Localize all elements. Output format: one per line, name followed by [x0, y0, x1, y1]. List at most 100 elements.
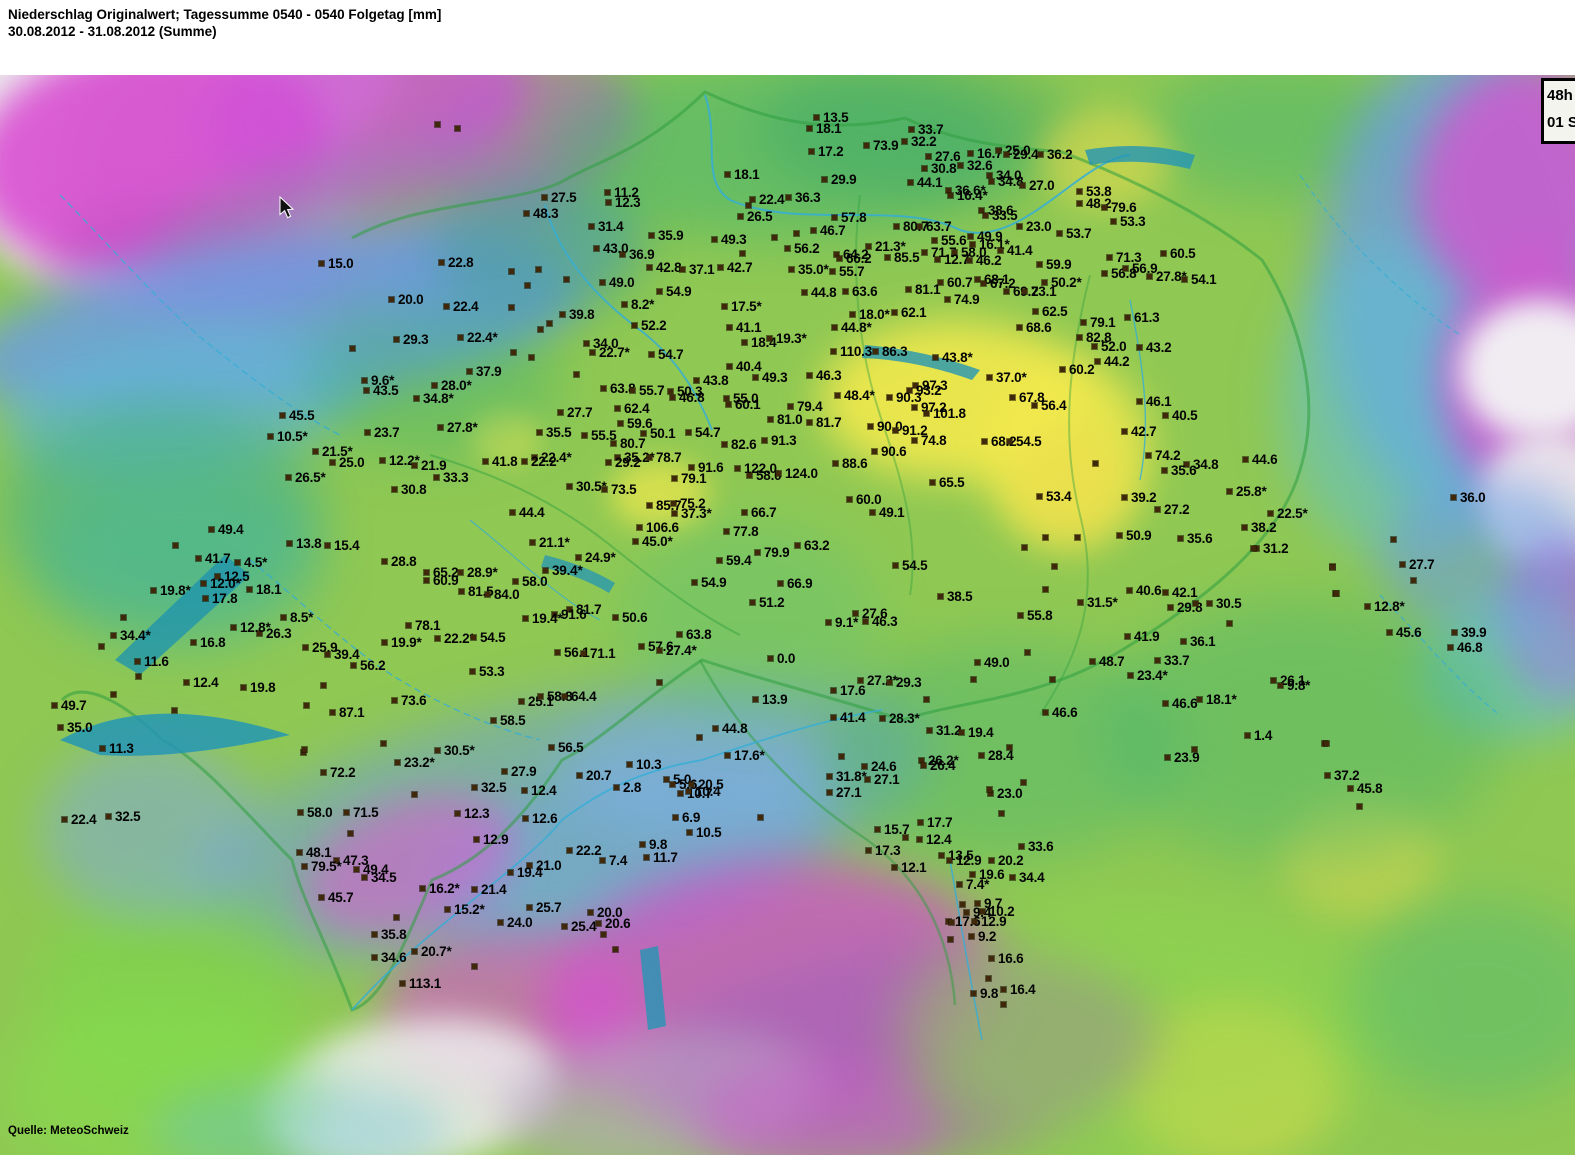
station-value-text: 81.7 — [816, 415, 842, 430]
station-marker-icon — [1102, 271, 1107, 276]
station-marker-icon — [372, 955, 377, 960]
station-marker-icon — [668, 389, 673, 394]
station-value: 16.2* — [420, 881, 460, 896]
station-marker-icon — [727, 364, 732, 369]
station-marker-icon — [588, 910, 593, 915]
station-value: 44.2 — [1095, 354, 1130, 369]
station-marker-icon — [605, 190, 610, 195]
station-marker-icon — [641, 431, 646, 436]
station-value: 53.8 — [1077, 184, 1112, 199]
lake-thun — [541, 555, 615, 593]
station-value: 9.2 — [969, 929, 996, 944]
station-value-text: 45.7 — [328, 890, 354, 905]
station-value-text: 32.2 — [911, 134, 937, 149]
lago-maggiore — [640, 946, 666, 1030]
station-value-text: 36.0 — [1460, 490, 1486, 505]
station-marker-icon — [602, 487, 607, 492]
station-value-text: 11.2 — [614, 185, 639, 200]
map-title-block: Niederschlag Originalwert; Tagessumme 05… — [8, 6, 441, 40]
station-marker-icon — [971, 677, 976, 682]
station-value: 43.2 — [1137, 340, 1172, 355]
station-marker-icon — [1125, 634, 1130, 639]
station-value: 16.6 — [989, 951, 1024, 966]
station-value-text: 10.3 — [636, 757, 662, 772]
station-marker-icon — [1155, 507, 1160, 512]
station-marker-icon — [590, 350, 595, 355]
station-value: 113.1 — [400, 976, 441, 991]
station-value: 19.4 — [508, 865, 543, 880]
station-value-text: 20.7* — [421, 944, 452, 959]
station-marker-icon — [1042, 280, 1047, 285]
station-value-text: 44.1 — [917, 175, 943, 190]
station-value: 27.9 — [502, 764, 537, 779]
station-value: 37.1 — [680, 262, 715, 277]
station-value: 18.1 — [807, 121, 842, 136]
station-value-text: 18.0* — [859, 307, 890, 322]
station-value: 38.2 — [1242, 520, 1277, 535]
station-value-text: 44.6 — [1252, 452, 1278, 467]
station-value: 34.5 — [362, 870, 397, 885]
station-value: 58.5 — [491, 713, 526, 728]
station-marker-icon — [1334, 591, 1339, 596]
station-marker-icon — [1050, 677, 1055, 682]
station-marker-icon — [303, 645, 308, 650]
station-value-text: 7.4 — [609, 853, 628, 868]
station-value-text: 46.1 — [1146, 394, 1172, 409]
station-value: 27.1 — [865, 772, 900, 787]
station-marker-icon — [509, 305, 514, 310]
station-marker-icon — [938, 280, 943, 285]
station-value: 34.4* — [111, 628, 151, 643]
station-value-text: 36.3 — [795, 190, 821, 205]
station-value: 38.6 — [979, 203, 1014, 218]
station-value-text: 62.5 — [1042, 304, 1068, 319]
station-value: 97.3 — [913, 378, 948, 393]
precipitation-map-surface[interactable]: 27.5 48.3 11.2 12.3 31.4 35.9 43.0 36.9 42.8 37.1… — [0, 75, 1575, 1155]
station-marker-icon — [1184, 462, 1189, 467]
station-value: 27.1 — [827, 785, 862, 800]
station-marker-icon — [673, 815, 678, 820]
station-value: 46.8 — [670, 390, 705, 405]
station-value: 27.0 — [1020, 178, 1055, 193]
station-value: 59.6 — [618, 416, 653, 431]
station-marker-icon — [872, 449, 877, 454]
station-marker-icon — [618, 421, 623, 426]
station-value-text: 66.9 — [787, 576, 813, 591]
station-marker-icon — [686, 789, 691, 794]
station-marker-icon — [100, 746, 105, 751]
station-value-text: 27.1 — [874, 772, 900, 787]
station-value-text: 54.5 — [1016, 434, 1042, 449]
station-marker-icon — [975, 901, 980, 906]
station-value: 28.0* — [432, 378, 472, 393]
station-marker-icon — [439, 260, 444, 265]
station-value-text: 59.4 — [726, 553, 752, 568]
station-marker-icon — [552, 612, 557, 617]
station-marker-icon — [577, 773, 582, 778]
station-marker-icon — [870, 510, 875, 515]
station-value-text: 22.2 — [531, 454, 557, 469]
timestep-date-label: 01 S — [1547, 114, 1575, 131]
station-marker-icon — [1007, 745, 1012, 750]
station-marker-icon — [458, 335, 463, 340]
station-marker-icon — [231, 625, 236, 630]
station-marker-icon — [412, 792, 417, 797]
station-value: 12.8* — [1365, 599, 1405, 614]
station-marker-icon — [471, 635, 476, 640]
station-marker-icon — [1163, 413, 1168, 418]
station-value: 55.5 — [582, 428, 617, 443]
station-value: 43.8* — [933, 350, 973, 365]
station-marker-icon — [1077, 189, 1082, 194]
station-marker-icon — [1043, 710, 1048, 715]
station-value: 57.8 — [832, 210, 867, 225]
station-marker-icon — [241, 685, 246, 690]
station-marker-icon — [718, 265, 723, 270]
station-marker-icon — [362, 378, 367, 383]
station-value: 71.3 — [1107, 250, 1142, 265]
station-value: 49.9 — [968, 229, 1003, 244]
station-value-text: 106.6 — [646, 520, 679, 535]
station-marker-icon — [344, 810, 349, 815]
station-value-text: 37.9 — [476, 364, 502, 379]
station-marker-icon — [106, 814, 111, 819]
station-marker-icon — [319, 261, 324, 266]
station-value-text: 42.8 — [656, 260, 682, 275]
station-value-text: 28.0* — [441, 378, 472, 393]
